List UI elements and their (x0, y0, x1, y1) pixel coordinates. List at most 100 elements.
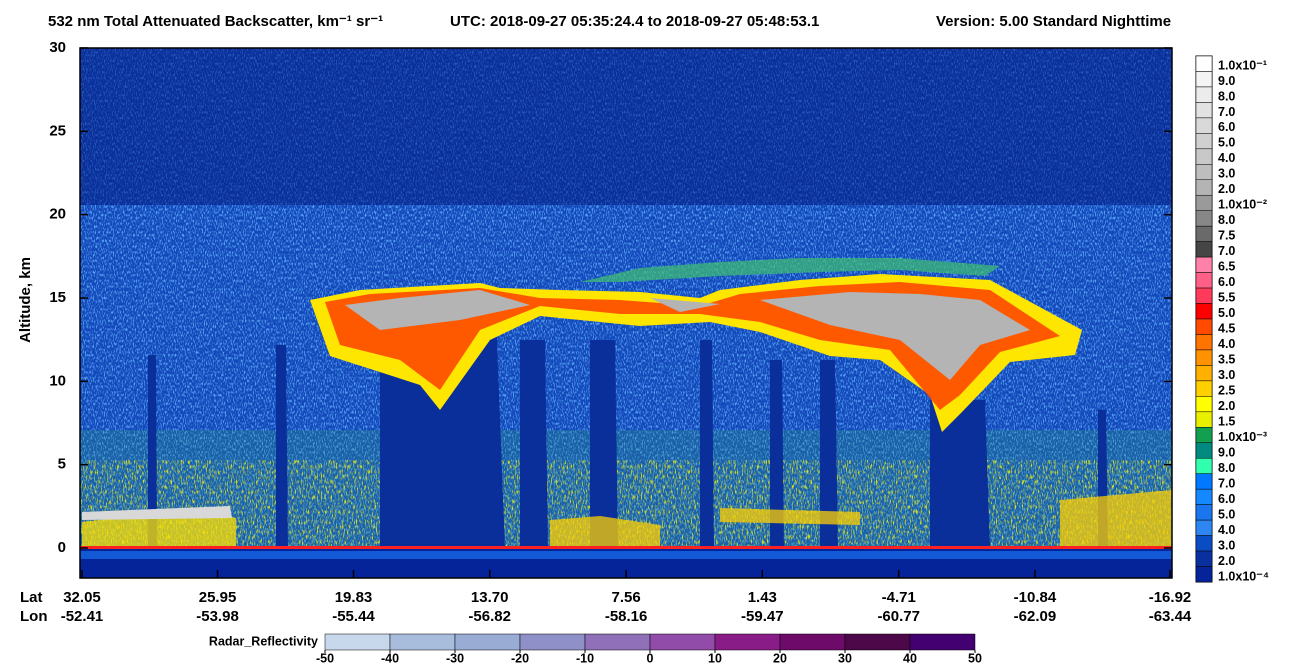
x-tick-label: 32.05 (63, 589, 101, 606)
colorbar-label: 5.5 (1218, 291, 1235, 305)
x-tick-label: 25.95 (199, 589, 237, 606)
colorbar-label: Radar_Reflectivity (209, 634, 318, 648)
y-tick-label: 10 (49, 372, 66, 389)
colorbar-label: 2.0 (1218, 399, 1235, 413)
colorbar-box (1195, 164, 1213, 181)
colorbar-label: 7.0 (1218, 244, 1235, 258)
surface (80, 546, 1172, 549)
aerosol-layer (550, 490, 1172, 548)
colorbar-box (1195, 86, 1213, 103)
aerosol-layer (82, 512, 236, 548)
colorbar-box (1195, 349, 1213, 366)
field-speckle (80, 48, 1172, 218)
colorbar-box (1195, 148, 1213, 165)
y-tick-label: 20 (49, 206, 66, 223)
x-row-label: Lat (20, 589, 43, 606)
chart-title: 532 nm Total Attenuated Backscatter, km⁻… (48, 13, 383, 30)
colorbar-label: 8.0 (1218, 89, 1235, 103)
colorbar-box (1195, 256, 1213, 273)
colorbar-box (1195, 396, 1213, 413)
colorbar-label: 5.0 (1218, 306, 1235, 320)
x-tick-label: -63.44 (1149, 608, 1192, 625)
colorbar-box (1195, 519, 1213, 536)
colorbar-box (1195, 566, 1213, 583)
colorbar-box (389, 633, 456, 651)
colorbar-box (1195, 225, 1213, 242)
colorbar-tick-label: 40 (903, 651, 917, 665)
colorbar-box (1195, 194, 1213, 211)
colorbar-box (1195, 504, 1213, 521)
colorbar-label: 3.0 (1218, 368, 1235, 382)
colorbar-tick-label: -20 (511, 651, 529, 665)
x-tick-label: -55.44 (332, 608, 375, 625)
colorbar-tick-label: 50 (968, 651, 982, 665)
colorbar-box (649, 633, 716, 651)
colorbar-label: 2.5 (1218, 383, 1235, 397)
x-tick-label: -59.47 (741, 608, 784, 625)
colorbar-label: 8.0 (1218, 213, 1235, 227)
x-tick-label: -58.16 (605, 608, 648, 625)
colorbar-box (1195, 71, 1213, 88)
x-tick-label: 1.43 (748, 589, 777, 606)
backscatter-field (80, 48, 1172, 578)
colorbar-label: 6.5 (1218, 260, 1235, 274)
colorbar-box (1195, 55, 1213, 72)
colorbar-label: 3.5 (1218, 353, 1235, 367)
colorbar-box (1195, 318, 1213, 335)
colorbar-box (1195, 457, 1213, 474)
colorbar-box (909, 633, 976, 651)
colorbar-tick-label: -50 (316, 651, 334, 665)
colorbar-label: 6.0 (1218, 120, 1235, 134)
colorbar-label: 4.0 (1218, 151, 1235, 165)
colorbar-tick-label: 10 (708, 651, 722, 665)
x-tick-label: -60.77 (877, 608, 920, 625)
colorbar-label: 3.0 (1218, 538, 1235, 552)
colorbar-label: 5.0 (1218, 507, 1235, 521)
colorbar-label: 4.5 (1218, 322, 1235, 336)
colorbar-label: 9.0 (1218, 445, 1235, 459)
colorbar-label: 7.0 (1218, 476, 1235, 490)
x-tick-label: -56.82 (468, 608, 511, 625)
x-tick-label: 7.56 (612, 589, 641, 606)
colorbar-box (1195, 241, 1213, 258)
colorbar-label: 1.0x10⁻³ (1218, 430, 1267, 444)
colorbar-tick-label: -10 (576, 651, 594, 665)
colorbar-box (1195, 334, 1213, 351)
y-tick-label: 25 (49, 122, 66, 139)
cloud-core (345, 290, 1030, 380)
colorbar-box (844, 633, 911, 651)
y-tick-label: 15 (49, 289, 66, 306)
colorbar-label: 4.0 (1218, 523, 1235, 537)
colorbar-box (584, 633, 651, 651)
colorbar-label: 5.0 (1218, 136, 1235, 150)
y-tick-label: 5 (58, 456, 66, 473)
colorbar-box (519, 633, 586, 651)
colorbar-label: 6.0 (1218, 275, 1235, 289)
colorbar-box (1195, 473, 1213, 490)
colorbar-box (779, 633, 846, 651)
colorbar-box (1195, 117, 1213, 134)
colorbar-label: 9.0 (1218, 74, 1235, 88)
colorbar-box (1195, 488, 1213, 505)
colorbar-box (1195, 210, 1213, 227)
colorbar-label: 6.0 (1218, 492, 1235, 506)
colorbar-box (1195, 380, 1213, 397)
y-tick-label: 30 (49, 39, 66, 56)
colorbar-tick-label: 0 (647, 651, 654, 665)
colorbar-label: 3.0 (1218, 167, 1235, 181)
colorbar-box (1195, 365, 1213, 382)
colorbar-tick-label: -30 (446, 651, 464, 665)
colorbar-box (1195, 179, 1213, 196)
colorbar-tick-label: -40 (381, 651, 399, 665)
colorbar-box (1195, 411, 1213, 428)
y-axis-label: Altitude, km (17, 257, 34, 343)
colorbar-box (1195, 133, 1213, 150)
colorbar-box (324, 633, 391, 651)
colorbar-label: 1.0x10⁻¹ (1218, 58, 1267, 72)
colorbar-label: 7.5 (1218, 229, 1235, 243)
x-row-label: Lon (20, 608, 48, 625)
y-tick-label: 0 (58, 539, 66, 556)
colorbar-label: 2.0 (1218, 554, 1235, 568)
colorbar-tick-label: 30 (838, 651, 852, 665)
